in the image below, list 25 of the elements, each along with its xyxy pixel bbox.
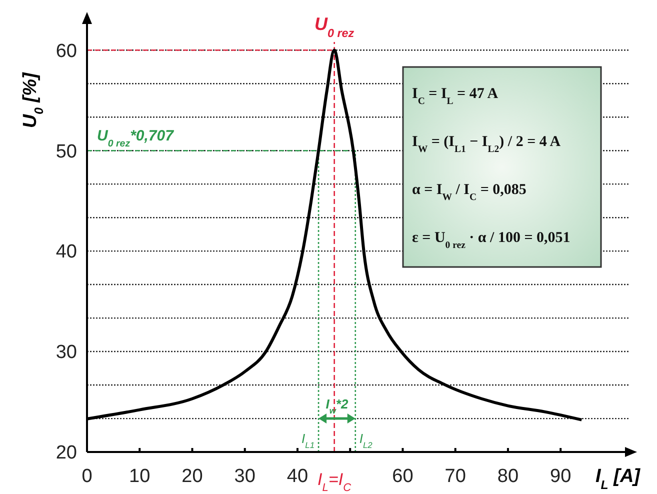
x-tick-label: 90 [550,466,572,487]
annotation: I$_{W}$ = (I$_{L1}$ − I$_{L2}$) / 2 = 4 A [412,134,561,154]
x-tick-label: 0 [82,466,92,487]
annotation: ε = U$_{0 rez}$ · α / 100 = 0,051 [412,230,570,250]
x-tick-label: 70 [444,466,466,487]
x-tick-label: 10 [129,466,150,487]
y-tick-label: 60 [56,40,77,62]
x-axis-title: I$_{L}$ [A] [596,466,641,492]
ref-line-label: I$_{L1}$ [302,431,315,450]
y-tick-label: 30 [56,342,77,364]
y-tick-label: 20 [56,442,77,464]
x-tick-label: 80 [497,466,519,487]
x-tick-label: 60 [392,466,414,487]
y-tick-label: 50 [56,141,77,162]
x-tick-label: 40 [286,466,308,487]
annotation: I$_{w}$*2 [326,396,349,416]
annotation: I$_{C}$ = I$_{L}$ = 47 A [412,86,498,106]
ref-line-label: U$_{0 rez}$*0,707 [97,128,174,150]
x-tick-label: 20 [182,466,203,487]
x-tick-label: 30 [234,466,256,487]
annotation: α = I$_{W}$ / I$_{C}$ = 0,085 [412,182,526,202]
ref-line-label: I$_{L}$=I$_{C}$ [318,470,352,494]
annotation: U$_{0 rez}$ [314,14,354,40]
ref-line-label: I$_{L2}$ [359,431,373,450]
y-tick-label: 40 [56,242,77,263]
